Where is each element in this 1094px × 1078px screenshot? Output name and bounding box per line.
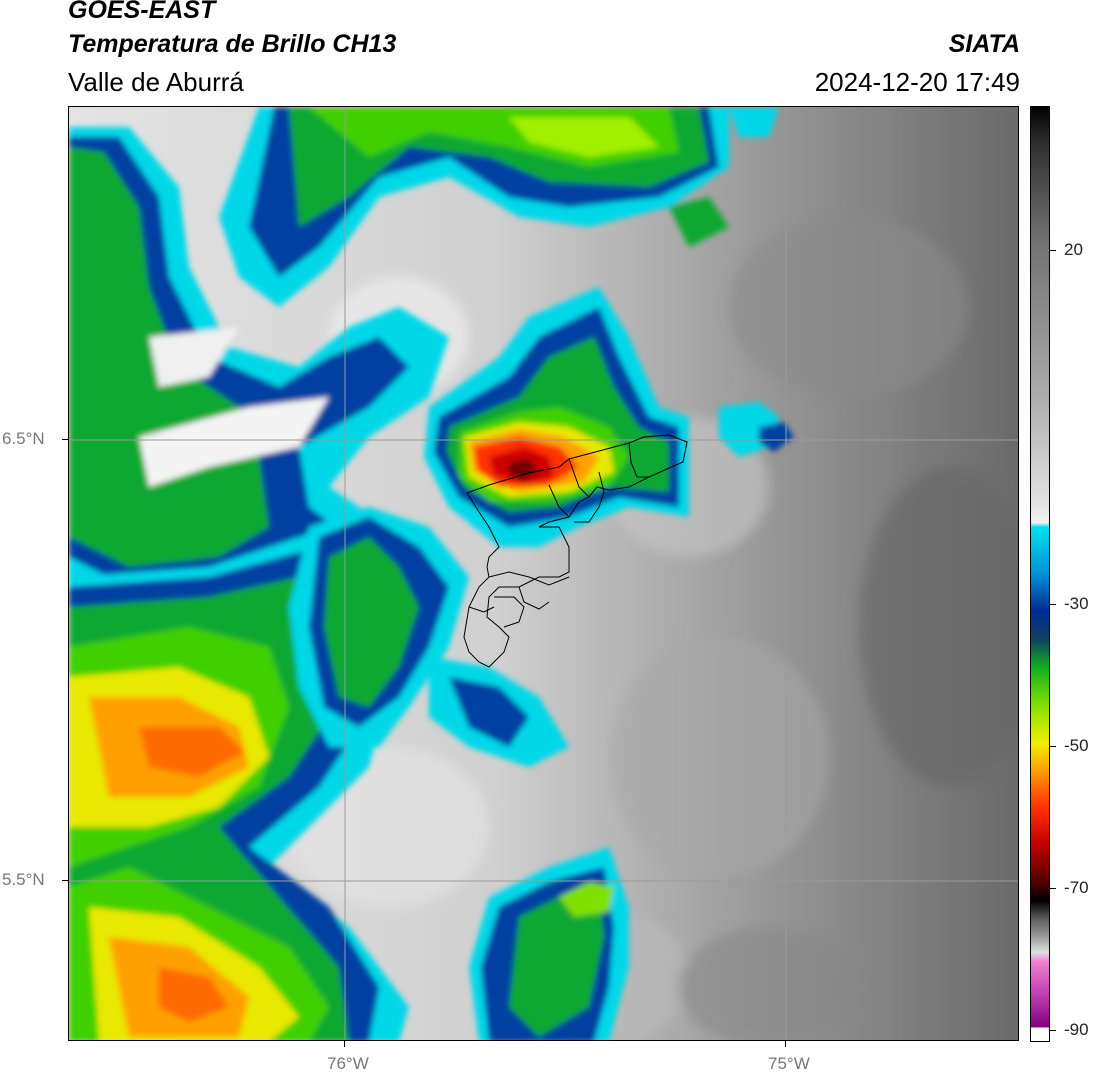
agency-label: SIATA <box>948 30 1020 58</box>
lon-label-76w: 76°W <box>327 1054 369 1073</box>
cbar-tick <box>1050 888 1056 889</box>
lat-tick <box>62 439 68 440</box>
lon-tick <box>785 1041 786 1047</box>
cbar-tick <box>1050 1030 1056 1031</box>
cbar-label-minus70: -70 <box>1064 878 1089 897</box>
gridlines <box>69 107 1018 1040</box>
lon-label-75w: 75°W <box>768 1054 810 1073</box>
brightness-temperature-map[interactable] <box>68 106 1019 1041</box>
cbar-tick <box>1050 746 1056 747</box>
lat-label-5-5: 5.5°N <box>2 870 45 889</box>
lat-tick <box>62 880 68 881</box>
region-subtitle: Valle de Aburrá <box>68 67 244 97</box>
cbar-tick <box>1050 250 1056 251</box>
cbar-label-minus50: -50 <box>1064 736 1089 755</box>
cbar-label-minus30: -30 <box>1064 594 1089 613</box>
cbar-label-minus90: -90 <box>1064 1020 1089 1039</box>
cloud-contours <box>69 107 794 1040</box>
cbar-label-20: 20 <box>1064 240 1083 259</box>
municipal-boundaries <box>463 434 688 668</box>
product-title: Temperatura de Brillo CH13 <box>68 30 397 58</box>
lat-label-6-5: 6.5°N <box>2 429 45 448</box>
colorbar-gradient <box>1031 107 1049 1041</box>
cbar-tick <box>1050 604 1056 605</box>
lon-tick <box>344 1041 345 1047</box>
satellite-title: GOES-EAST <box>68 0 216 24</box>
colorbar <box>1030 106 1050 1042</box>
map-canvas <box>69 107 1018 1040</box>
datetime-label: 2024-12-20 17:49 <box>814 67 1020 97</box>
